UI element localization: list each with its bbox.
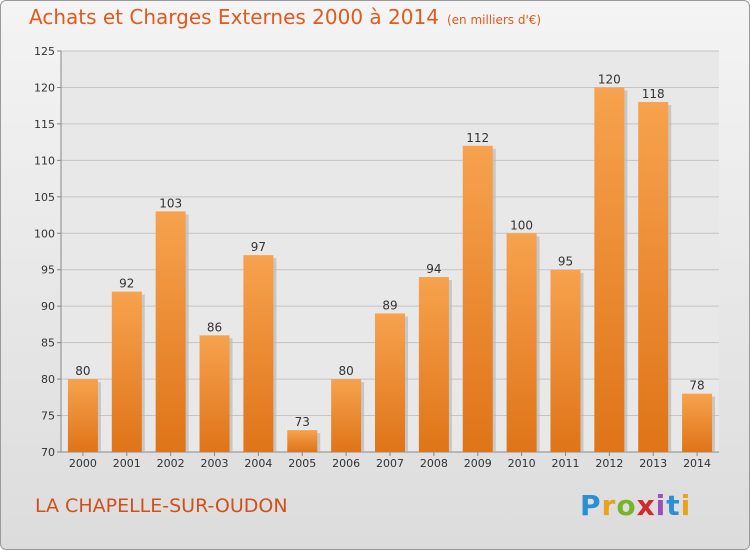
logo-letter: x xyxy=(636,489,656,522)
x-tick-label: 2007 xyxy=(376,457,404,470)
data-label: 95 xyxy=(558,255,573,269)
y-tick-label: 75 xyxy=(41,410,55,423)
bar xyxy=(287,430,318,452)
bar xyxy=(550,269,581,452)
bar xyxy=(594,87,625,453)
logo-letter: P xyxy=(580,489,602,522)
data-label: 118 xyxy=(642,87,665,101)
data-label: 73 xyxy=(295,415,310,429)
logo-letter: r xyxy=(601,489,617,522)
data-label: 94 xyxy=(426,262,441,276)
logo-letter: o xyxy=(616,489,637,522)
y-tick-label: 70 xyxy=(41,446,55,459)
y-tick-label: 115 xyxy=(34,118,55,131)
x-tick-label: 2009 xyxy=(464,457,492,470)
y-tick-label: 85 xyxy=(41,337,55,350)
bar xyxy=(155,211,186,452)
x-tick-label: 2014 xyxy=(683,457,711,470)
y-tick-label: 80 xyxy=(41,373,55,386)
x-tick-label: 2012 xyxy=(595,457,623,470)
logo-letter: i xyxy=(655,489,667,522)
logo-letter: t xyxy=(666,489,681,522)
bar xyxy=(331,379,362,452)
chart-title: Achats et Charges Externes 2000 à 2014 (e… xyxy=(29,5,541,29)
data-label: 86 xyxy=(207,320,222,334)
x-tick-label: 2004 xyxy=(244,457,272,470)
y-tick-label: 90 xyxy=(41,300,55,313)
data-label: 120 xyxy=(598,72,621,86)
bar xyxy=(199,335,230,452)
data-label: 80 xyxy=(338,364,353,378)
x-tick-label: 2005 xyxy=(288,457,316,470)
bar xyxy=(375,313,405,452)
place-name: LA CHAPELLE-SUR-OUDON xyxy=(35,495,288,517)
bar xyxy=(682,393,713,452)
y-tick-label: 105 xyxy=(34,191,55,204)
x-tick-label: 2000 xyxy=(69,457,97,470)
x-tick-label: 2011 xyxy=(551,457,579,470)
bar xyxy=(67,379,98,452)
x-tick-label: 2013 xyxy=(639,457,667,470)
bar xyxy=(418,277,449,452)
y-tick-label: 125 xyxy=(34,45,55,58)
x-tick-label: 2001 xyxy=(113,457,141,470)
data-label: 89 xyxy=(382,298,397,312)
x-tick-label: 2006 xyxy=(332,457,360,470)
y-tick-label: 100 xyxy=(34,227,55,240)
data-label: 100 xyxy=(510,218,533,232)
data-label: 112 xyxy=(466,131,489,145)
bar xyxy=(243,255,274,452)
data-label: 78 xyxy=(689,379,704,393)
bar xyxy=(462,145,493,453)
data-label: 97 xyxy=(251,240,266,254)
y-tick-label: 110 xyxy=(34,154,55,167)
data-label: 103 xyxy=(159,196,182,210)
x-tick-label: 2003 xyxy=(201,457,229,470)
data-label: 92 xyxy=(119,277,134,291)
x-tick-label: 2002 xyxy=(157,457,185,470)
data-label: 80 xyxy=(75,364,90,378)
bar xyxy=(638,102,669,452)
x-tick-label: 2010 xyxy=(508,457,536,470)
logo-letter: i xyxy=(680,489,692,522)
x-tick-label: 2008 xyxy=(420,457,448,470)
bar xyxy=(111,291,142,452)
chart-subtitle: (en milliers d'€) xyxy=(446,13,542,27)
proxiti-logo: Proxiti xyxy=(580,489,691,522)
y-tick-label: 95 xyxy=(41,264,55,277)
y-tick-label: 120 xyxy=(34,81,55,94)
bar xyxy=(506,233,537,452)
chart-title-text: Achats et Charges Externes 2000 à 2014 xyxy=(29,5,439,29)
